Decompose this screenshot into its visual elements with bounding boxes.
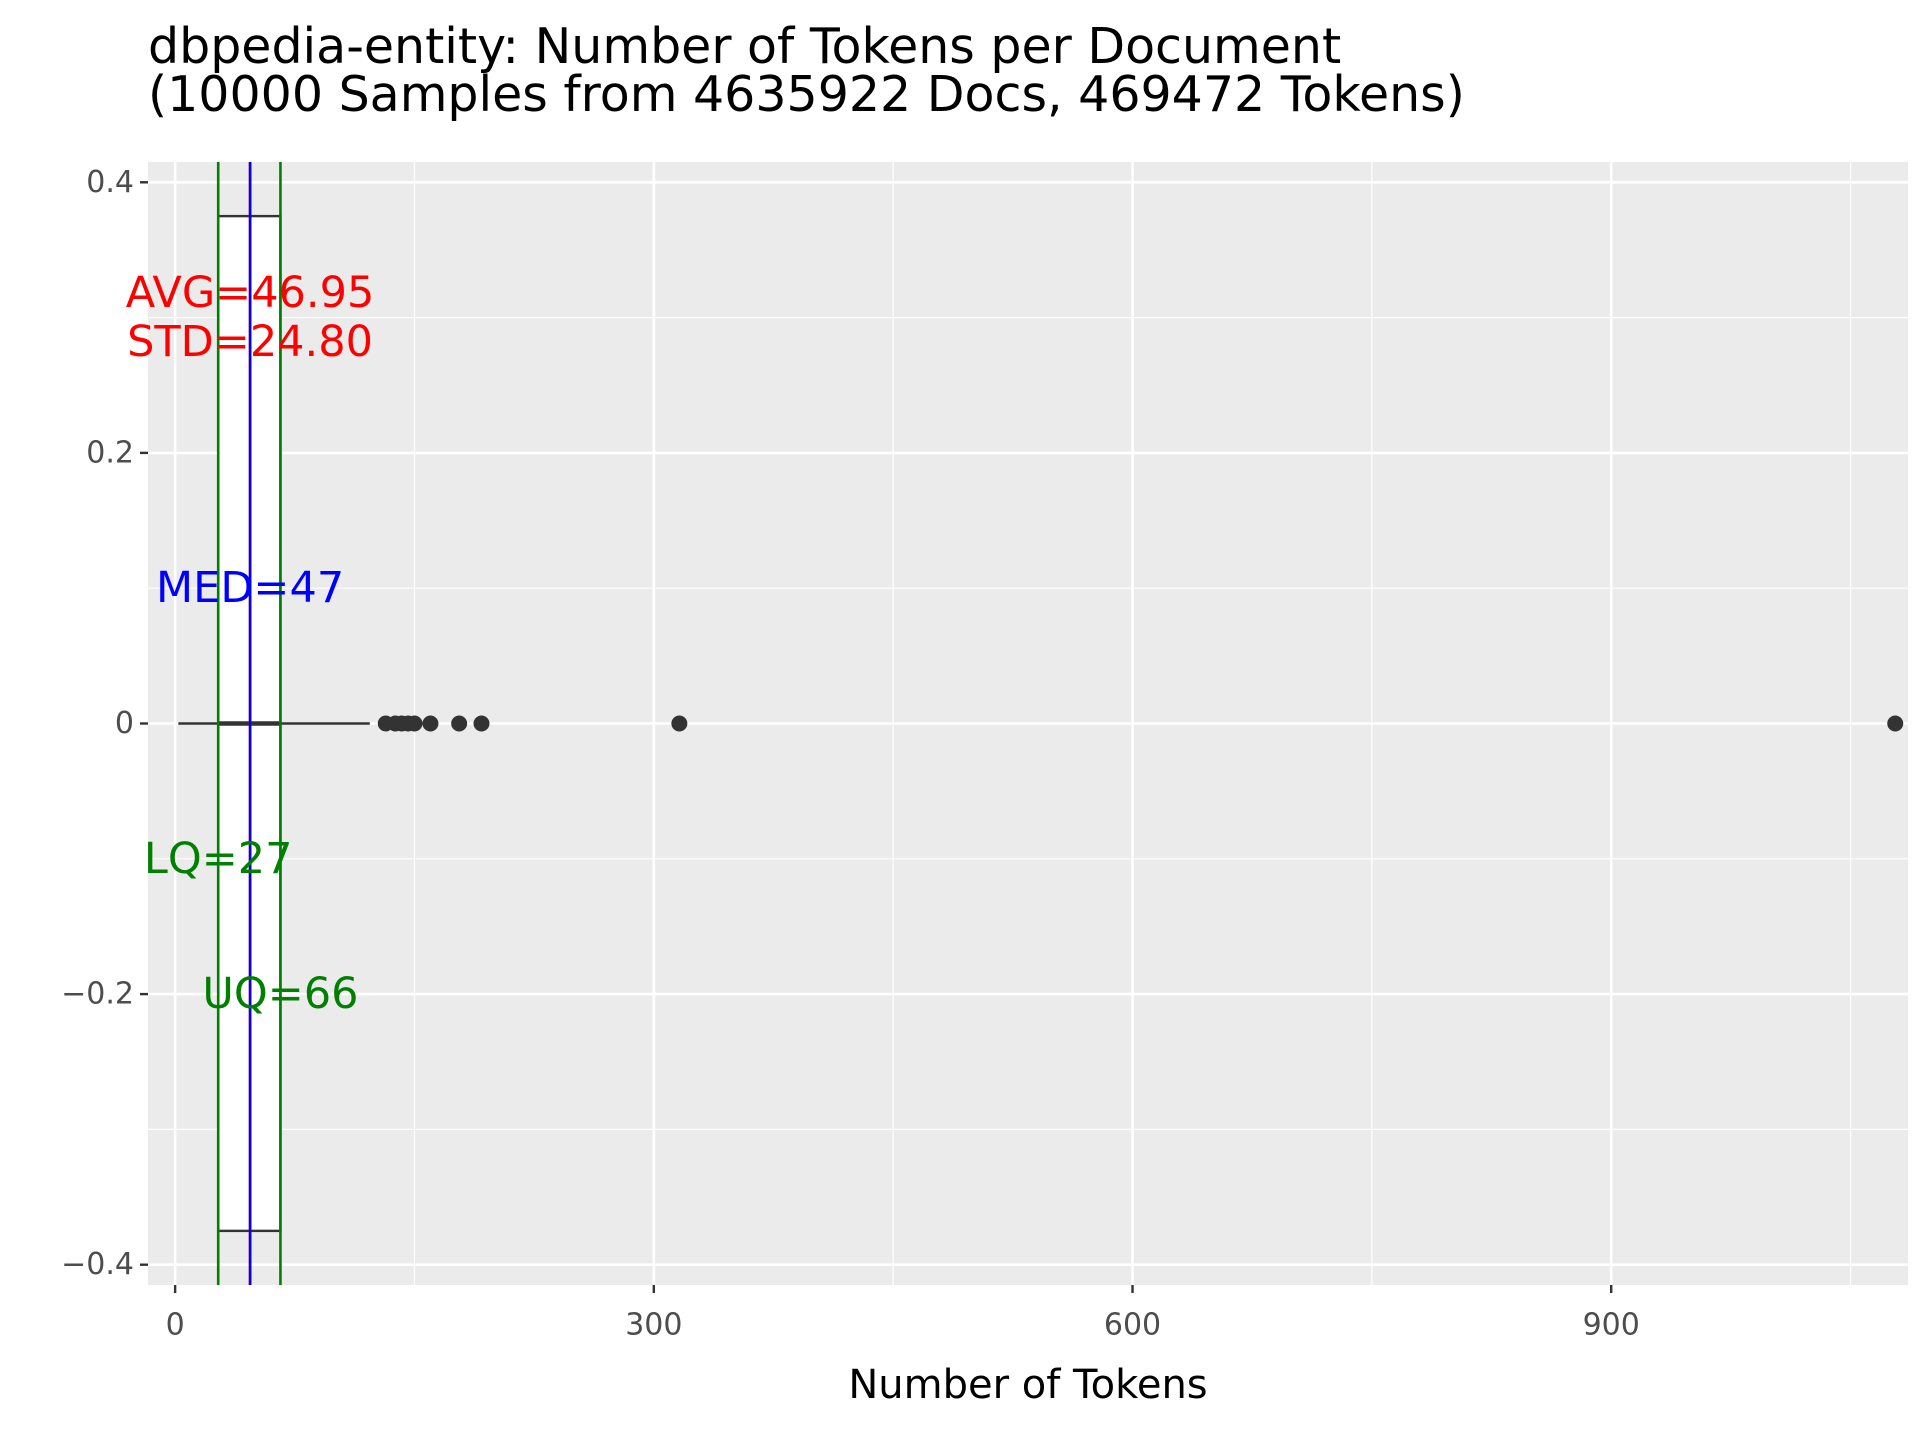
y-tick-label: −0.2 bbox=[61, 977, 134, 1012]
annotation-label: UQ=66 bbox=[202, 969, 358, 1019]
outlier-point bbox=[406, 715, 423, 732]
outlier-point bbox=[451, 715, 468, 732]
x-tick-label: 0 bbox=[166, 1308, 185, 1343]
annotation-label: AVG=46.95 bbox=[126, 268, 375, 318]
outlier-point bbox=[1887, 715, 1904, 732]
chart-title: dbpedia-entity: Number of Tokens per Doc… bbox=[148, 18, 1342, 75]
annotation-label: LQ=27 bbox=[144, 834, 293, 884]
y-tick-label: −0.4 bbox=[61, 1247, 134, 1282]
x-tick-label: 300 bbox=[625, 1308, 682, 1343]
annotation-label: STD=24.80 bbox=[127, 317, 373, 367]
chart-subtitle: (10000 Samples from 4635922 Docs, 469472… bbox=[148, 66, 1465, 123]
annotation-label: MED=47 bbox=[156, 563, 344, 613]
outlier-point bbox=[422, 715, 439, 732]
y-tick-label: 0 bbox=[115, 706, 134, 741]
y-tick-label: 0.4 bbox=[86, 165, 134, 200]
outlier-point bbox=[473, 715, 490, 732]
y-tick-label: 0.2 bbox=[86, 435, 134, 470]
x-axis-title: Number of Tokens bbox=[848, 1362, 1207, 1408]
outlier-point bbox=[671, 715, 688, 732]
x-tick-label: 900 bbox=[1583, 1308, 1640, 1343]
x-tick-label: 600 bbox=[1104, 1308, 1161, 1343]
